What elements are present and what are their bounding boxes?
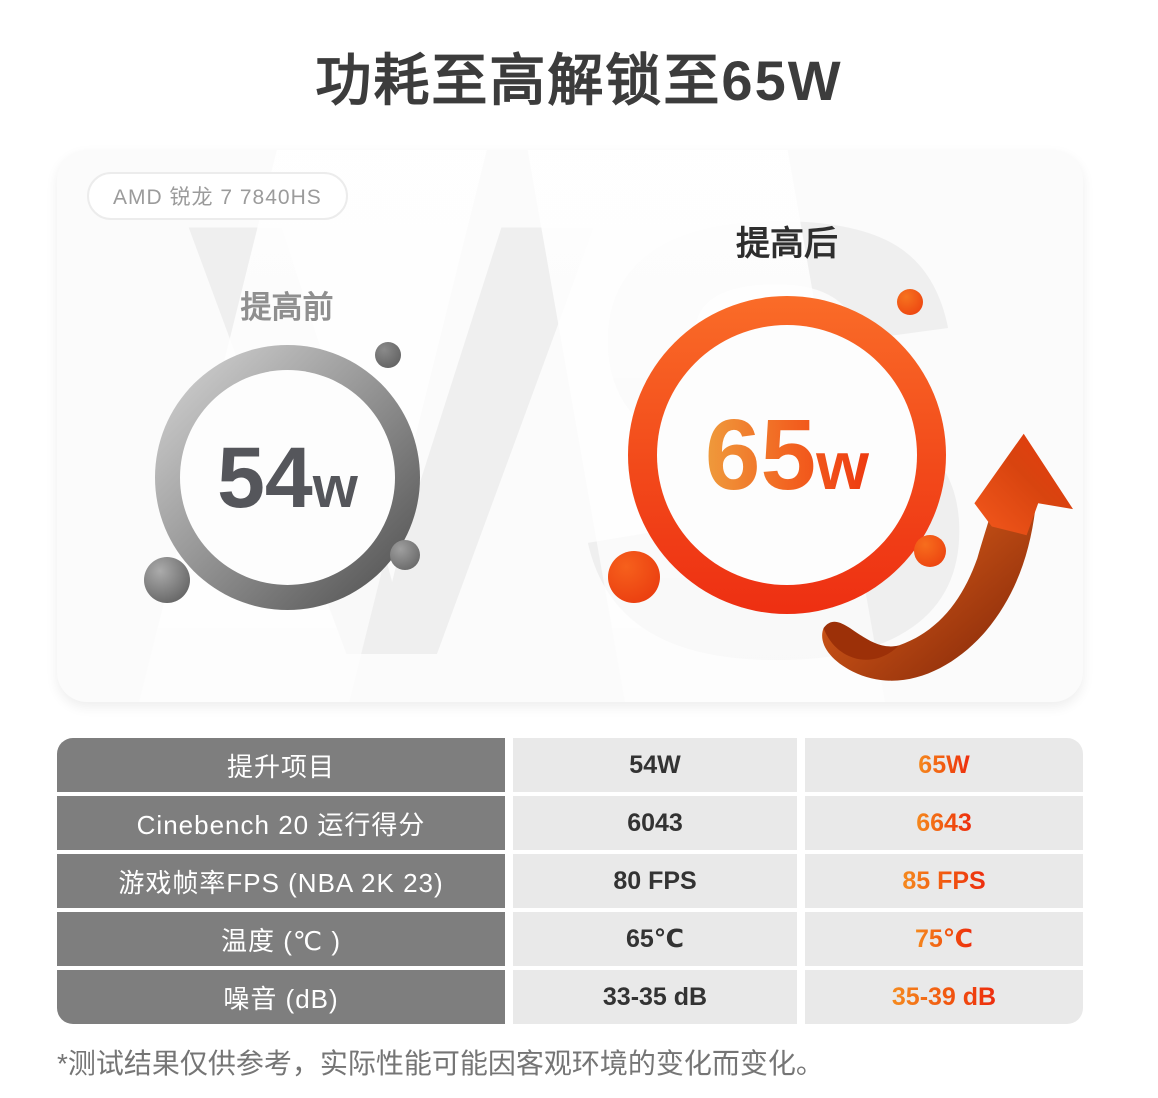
table-row-before: 33-35 dB — [513, 970, 797, 1024]
orange-dot-large — [608, 551, 660, 603]
table-row-before: 65℃ — [513, 912, 797, 966]
cpu-badge: AMD 锐龙 7 7840HS — [87, 172, 348, 220]
orange-dot-medium — [914, 535, 946, 567]
table-header-label: 提升项目 — [57, 738, 505, 792]
before-label: 提高前 — [240, 290, 334, 325]
before-power-number: 54 — [217, 429, 313, 526]
page-title: 功耗至高解锁至65W — [315, 49, 843, 112]
disclaimer-note: *测试结果仅供参考，实际性能可能因客观环境的变化而变化。 — [57, 1048, 824, 1079]
after-power-value: 65w — [657, 325, 917, 585]
before-power-value: 54w — [180, 370, 395, 585]
after-power-number: 65 — [704, 399, 817, 511]
growth-arrow-icon — [822, 433, 1073, 681]
table-row-after: 35-39 dB — [805, 970, 1083, 1024]
after-label: 提高后 — [736, 225, 838, 263]
table-row-label: 温度 (℃ ) — [57, 912, 505, 966]
table-row-before: 6043 — [513, 796, 797, 850]
table-row-after: 6643 — [805, 796, 1083, 850]
table-header-before: 54W — [513, 738, 797, 792]
orange-dot-small — [897, 289, 923, 315]
table-row-label: 游戏帧率FPS (NBA 2K 23) — [57, 854, 505, 908]
before-power-ring: 54w — [155, 345, 420, 610]
gray-dot-small — [375, 342, 401, 368]
table-row-label: 噪音 (dB) — [57, 970, 505, 1024]
before-power-unit: w — [312, 454, 358, 520]
after-power-ring: 65w — [628, 296, 946, 614]
table-row-after: 75℃ — [805, 912, 1083, 966]
table-row-after: 85 FPS — [805, 854, 1083, 908]
table-row-before: 80 FPS — [513, 854, 797, 908]
table-header-after: 65W — [805, 738, 1083, 792]
gray-dot-medium — [390, 540, 420, 570]
table-row-label: Cinebench 20 运行得分 — [57, 796, 505, 850]
comparison-table: 提升项目 54W 65W Cinebench 20 运行得分 6043 6643… — [57, 738, 1083, 1024]
gray-dot-large — [144, 557, 190, 603]
comparison-card: VS AMD 锐龙 7 7840HS 提高前 54w 提高后 65w — [57, 150, 1083, 702]
